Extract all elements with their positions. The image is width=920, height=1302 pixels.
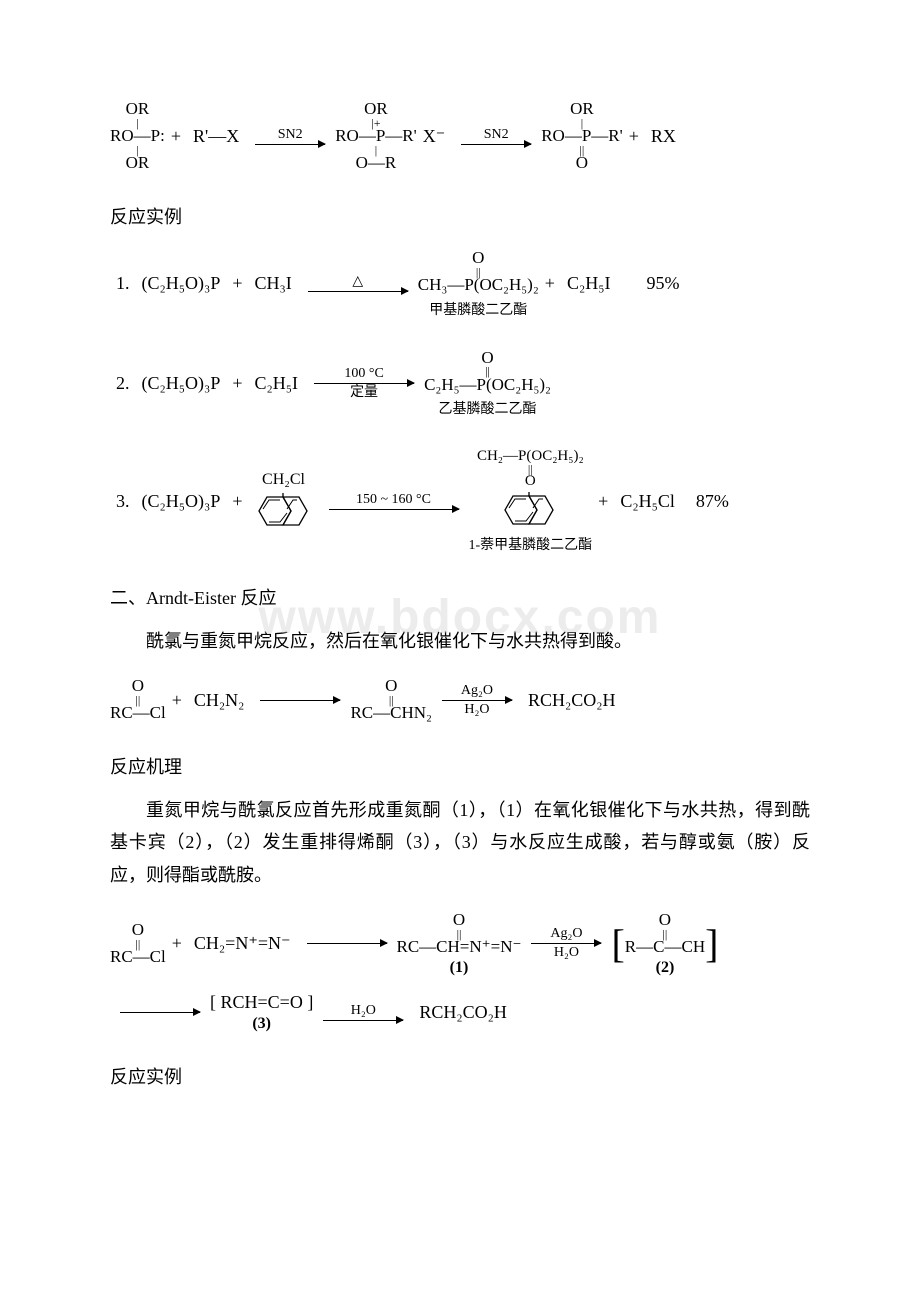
ex1-plus: + [232,273,242,294]
mech-int-left: RO— [335,126,376,145]
arndt-intro: 酰氯与重氮甲烷反应，然后在氧化银催化下与水共热得到酸。 [110,625,810,657]
ex3-sub-sm: CH₂Cl [262,471,305,489]
examples-title-2: 反应实例 [110,1063,860,1089]
mech-byproduct: RX [651,126,676,147]
arndt-heading: 二、Arndt-Eister 反应 [110,584,860,610]
mech-plus1: + [171,126,181,147]
ex1-num: 1. [116,273,130,294]
am-arr3-top: H₂O [351,1004,376,1018]
ex1-r2: CH₃I [255,273,292,294]
am-i3-label: (3) [252,1015,271,1033]
ex3-plus: + [232,491,242,512]
mech-sp1-left: RO— [110,126,151,145]
mechanism-title: 反应机理 [110,753,860,779]
arrow-icon [120,1012,200,1013]
am-i2: R—C—CH [625,938,705,957]
ex1-r1: (C₂H₅O)₃P [142,273,221,294]
ex1-arrow-top: △ [352,275,363,289]
arndt-mechanism-figure: O || RC—Cl + CH₂=N⁺=N⁻ O || RC—CH=N⁺=N⁻ … [60,911,860,1033]
arndt-r2: CH₂N₂ [194,690,245,711]
arrow-icon [323,1020,403,1021]
mech-sp1-bot: OR [126,154,150,173]
ex2-prod-main: C₂H₅—P(OC₂H₅)₂ [424,376,551,395]
mech-prod-bot: O [576,154,588,173]
ex1-plus2: + [545,273,555,294]
arndt-prod: RCH₂CO₂H [528,690,616,711]
mech-arrow2-label: SN2 [484,128,509,142]
ex3-r1: (C₂H₅O)₃P [142,491,221,512]
mech-plus2: + [629,126,639,147]
ex1-byproduct: C₂H₅I [567,273,611,294]
bracket-left-icon: [ [611,924,624,964]
ex3-num: 3. [116,491,130,512]
mech-int-botl: O [356,153,368,172]
am-i1: RC—CH=N⁺=N⁻ [397,938,522,957]
mechanism-line: OR | RO—P: | OR + R'—X SN2 OR |+ RO—P—R'… [110,100,860,173]
mech-prod-center: P—R' [582,126,623,145]
am-i3: [ RCH=C=O ] [210,992,313,1013]
am-plus: + [172,933,182,954]
mech-sp2: R'—X [193,126,239,147]
arrow-icon [442,700,512,701]
ex3-byproduct: C₂H₅Cl [620,491,675,512]
am-prod: RCH₂CO₂H [419,1002,507,1023]
example-2-figure: 2. (C₂H₅O)₃P + C₂H₅I 100 °C 定量 O || C₂H₅… [60,349,860,419]
mech-prod-left: RO— [541,126,582,145]
mech-int-center: P—R' [376,126,417,145]
am-arr2-top: Ag₂O [550,927,582,941]
arndt-plus: + [172,690,182,711]
example-3-figure: 3. (C₂H₅O)₃P + CH₂Cl 150 ~ 160 °C [60,448,860,553]
ex3-arrow-top: 150 ~ 160 °C [356,493,431,507]
mech-sp1-center: P: [151,126,165,145]
arndt-int: RC—CHN₂ [350,704,432,723]
mech-int-botr: R [385,153,396,172]
arndt-arr2-bot: H₂O [464,703,489,717]
ex3-caption: 1-萘甲基膦酸二乙酯 [469,534,593,554]
mech-arrow1-label: SN2 [278,128,303,142]
arrow-icon [461,144,531,145]
ex2-arrow-bot: 定量 [350,386,378,400]
arndt-eq-figure: O || RC—Cl + CH₂N₂ O || RC—CHN₂ Ag₂O H₂O… [60,677,860,723]
arrow-icon [329,509,459,510]
ex2-plus: + [232,373,242,394]
arbuzov-mechanism-figure: OR | RO—P: | OR + R'—X SN2 OR |+ RO—P—R'… [60,100,860,173]
arndt-arr2-top: Ag₂O [461,684,493,698]
am-i1-label: (1) [450,959,469,977]
am-s1: RC—Cl [110,948,166,967]
ex2-arrow-top: 100 °C [344,367,383,381]
arrow-icon [531,943,601,944]
naphthalene-icon [495,490,565,530]
arrow-icon [307,943,387,944]
ex2-r1: (C₂H₅O)₃P [142,373,221,394]
examples-title: 反应实例 [110,203,860,229]
ex2-caption: 乙基膦酸二乙酯 [439,398,537,418]
arrow-icon [260,700,340,701]
ex1-yield: 95% [647,273,680,294]
ex3-sub-prod-bot: O [525,473,536,490]
mechanism-body: 重氮甲烷与酰氯反应首先形成重氮酮（1），（1）在氧化银催化下与水共热，得到酰基卡… [110,794,810,891]
am-i2-label: (2) [656,959,675,977]
ex1-caption: 甲基膦酸二乙酯 [429,299,527,319]
mech-int-counterion: X⁻ [423,126,446,147]
ex2-r2: C₂H₅I [255,373,299,394]
am-s2: CH₂=N⁺=N⁻ [194,933,291,954]
arrow-icon [308,291,408,292]
ex2-num: 2. [116,373,130,394]
am-arr2-bot: H₂O [554,946,579,960]
bracket-right-icon: ] [705,924,718,964]
arndt-sm: RC—Cl [110,704,166,723]
ex3-plus2: + [598,491,608,512]
ex1-prod-main: CH₃—P(OC₂H₅)₂ [418,276,539,295]
naphthalene-icon [249,491,319,531]
arrow-icon [314,383,414,384]
example-1-figure: 1. (C₂H₅O)₃P + CH₃I △ O || CH₃—P(OC₂H₅)₂… [60,249,860,319]
arrow-icon [255,144,325,145]
ex3-yield: 87% [696,491,729,512]
